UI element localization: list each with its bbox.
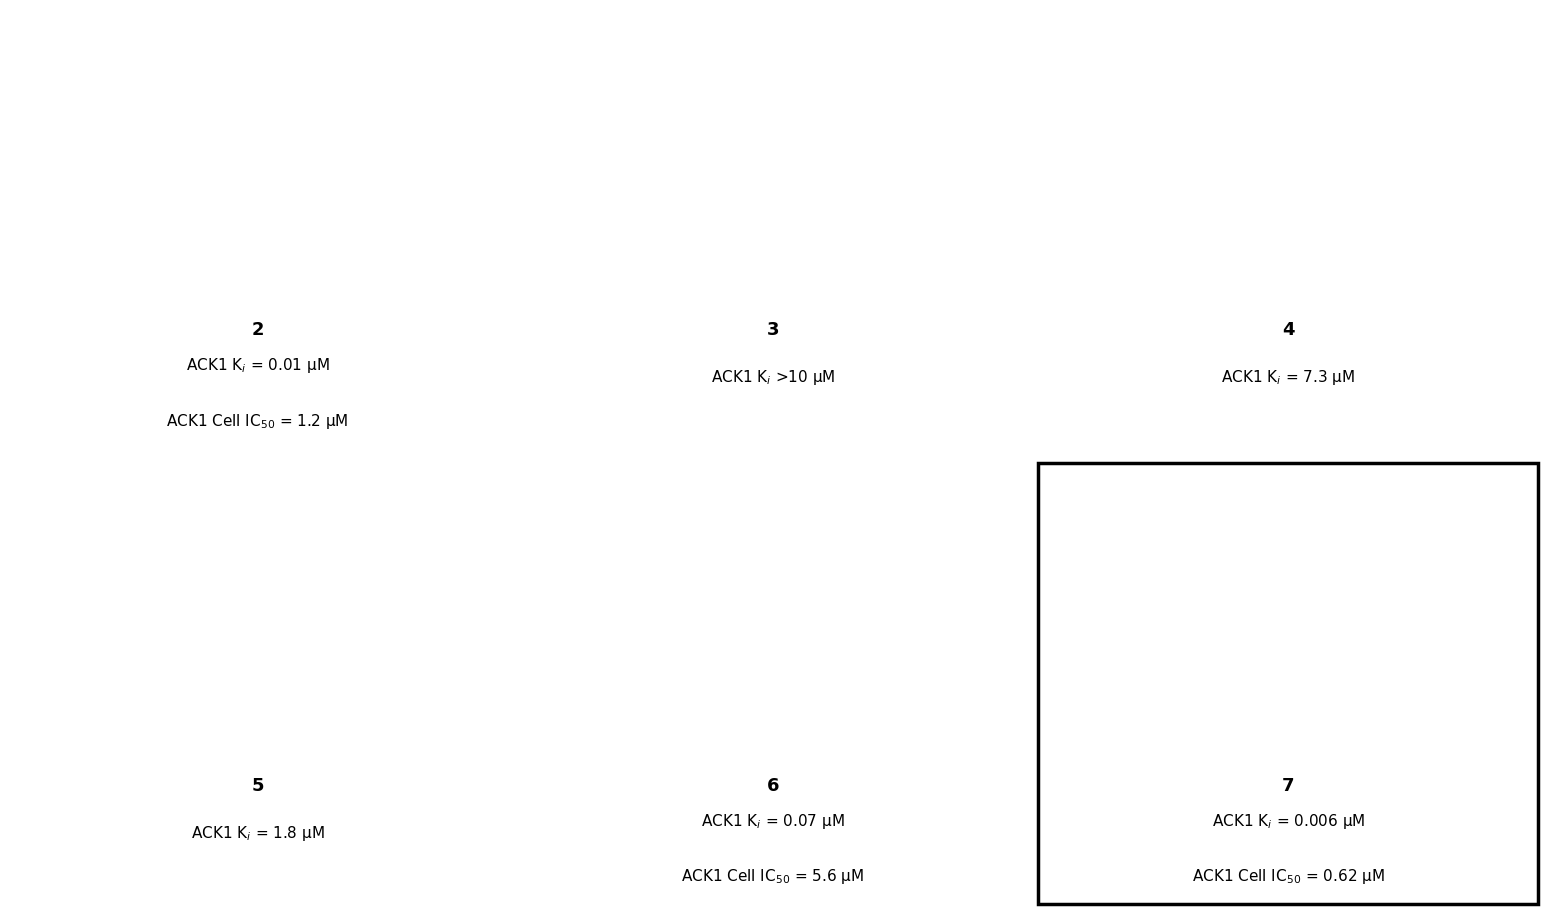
Text: ACK1 K$_i$ = 0.006 μM: ACK1 K$_i$ = 0.006 μM (1212, 812, 1365, 831)
Text: ACK1 K$_i$ = 7.3 μM: ACK1 K$_i$ = 7.3 μM (1221, 368, 1356, 387)
Text: ACK1 Cell IC$_{50}$ = 1.2 μM: ACK1 Cell IC$_{50}$ = 1.2 μM (167, 412, 349, 431)
Text: 2: 2 (252, 322, 264, 340)
Text: ACK1 K$_i$ >10 μM: ACK1 K$_i$ >10 μM (711, 368, 835, 387)
Text: 4: 4 (1282, 322, 1294, 340)
Text: 6: 6 (767, 777, 779, 795)
Text: 7: 7 (1282, 777, 1294, 795)
Text: ACK1 Cell IC$_{50}$ = 0.62 μM: ACK1 Cell IC$_{50}$ = 0.62 μM (1192, 867, 1385, 886)
Text: 3: 3 (767, 322, 779, 340)
Bar (1039, 463, 1538, 904)
Text: ACK1 K$_i$ = 0.01 μM: ACK1 K$_i$ = 0.01 μM (186, 356, 329, 375)
Text: 5: 5 (252, 777, 264, 795)
Text: ACK1 K$_i$ = 1.8 μM: ACK1 K$_i$ = 1.8 μM (190, 824, 325, 843)
Text: ACK1 Cell IC$_{50}$ = 5.6 μM: ACK1 Cell IC$_{50}$ = 5.6 μM (682, 867, 864, 886)
Text: ACK1 K$_i$ = 0.07 μM: ACK1 K$_i$ = 0.07 μM (700, 812, 846, 831)
